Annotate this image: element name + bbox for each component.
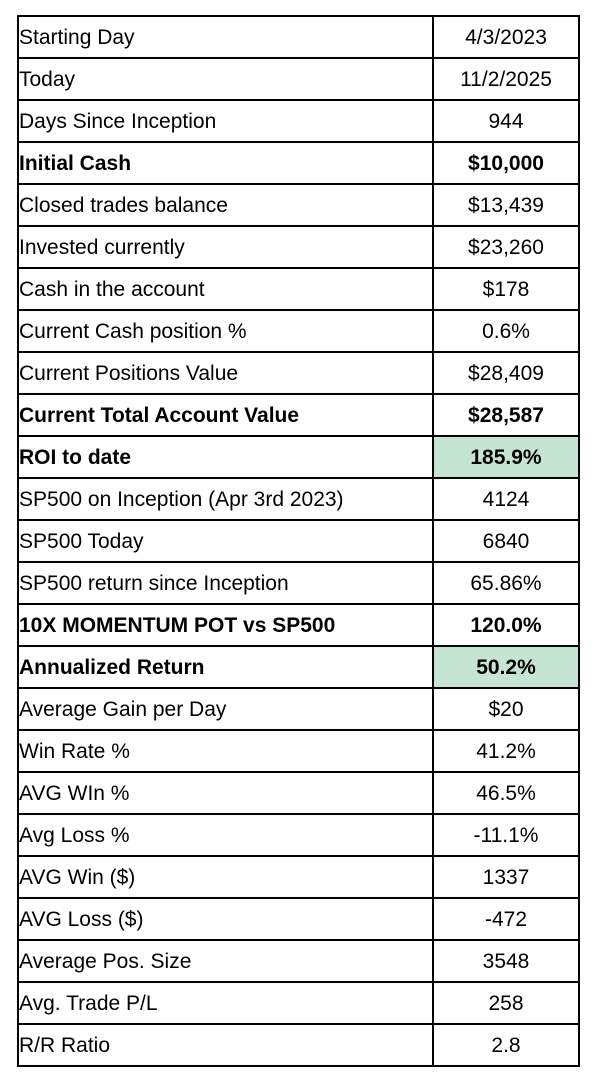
metric-label-cell[interactable]: Current Total Account Value — [17, 393, 434, 437]
metric-value-cell[interactable]: 258 — [432, 981, 580, 1025]
metric-label-cell[interactable]: Current Positions Value — [17, 351, 434, 395]
metric-label-cell[interactable]: AVG Win ($) — [17, 855, 434, 899]
metric-value-cell[interactable]: $28,587 — [432, 393, 580, 437]
metric-label-cell[interactable]: ROI to date — [17, 435, 434, 479]
metric-value-cell[interactable]: 120.0% — [432, 603, 580, 647]
metric-label-cell[interactable]: Win Rate % — [17, 729, 434, 773]
metric-label-cell[interactable]: SP500 return since Inception — [17, 561, 434, 605]
metric-value-cell[interactable]: $28,409 — [432, 351, 580, 395]
metric-value-cell[interactable]: 944 — [432, 99, 580, 143]
metric-label-cell[interactable]: SP500 Today — [17, 519, 434, 563]
metric-label-cell[interactable]: Closed trades balance — [17, 183, 434, 227]
table-row: AVG Loss ($) -472 — [17, 897, 580, 941]
table-row: Today 11/2/2025 — [17, 57, 580, 101]
table-row: Win Rate % 41.2% — [17, 729, 580, 773]
metric-value-cell[interactable]: 4124 — [432, 477, 580, 521]
table-row: Avg Loss % -11.1% — [17, 813, 580, 857]
table-row: SP500 return since Inception 65.86% — [17, 561, 580, 605]
table-row: 10X MOMENTUM POT vs SP500 120.0% — [17, 603, 580, 647]
metric-label-cell[interactable]: 10X MOMENTUM POT vs SP500 — [17, 603, 434, 647]
metric-value-cell[interactable]: $20 — [432, 687, 580, 731]
metric-label-cell[interactable]: Cash in the account — [17, 267, 434, 311]
table-row: Closed trades balance $13,439 — [17, 183, 580, 227]
table-row: Average Gain per Day $20 — [17, 687, 580, 731]
metric-label-cell[interactable]: Initial Cash — [17, 141, 434, 185]
table-row: AVG WIn % 46.5% — [17, 771, 580, 815]
metric-label-cell[interactable]: Invested currently — [17, 225, 434, 269]
metric-value-cell[interactable]: $10,000 — [432, 141, 580, 185]
metric-value-cell[interactable]: 11/2/2025 — [432, 57, 580, 101]
spreadsheet-region: Starting Day 4/3/2023 Today 11/2/2025 Da… — [17, 15, 580, 1067]
metric-value-cell[interactable]: -472 — [432, 897, 580, 941]
table-row: SP500 Today 6840 — [17, 519, 580, 563]
table-row: Current Cash position % 0.6% — [17, 309, 580, 353]
metric-label-cell[interactable]: SP500 on Inception (Apr 3rd 2023) — [17, 477, 434, 521]
metric-value-cell[interactable]: 0.6% — [432, 309, 580, 353]
metric-value-cell[interactable]: 65.86% — [432, 561, 580, 605]
table-row: SP500 on Inception (Apr 3rd 2023) 4124 — [17, 477, 580, 521]
metric-label-cell[interactable]: Annualized Return — [17, 645, 434, 689]
metric-value-cell[interactable]: 185.9% — [432, 435, 580, 479]
metric-value-cell[interactable]: 50.2% — [432, 645, 580, 689]
metric-value-cell[interactable]: 6840 — [432, 519, 580, 563]
metric-label-cell[interactable]: AVG Loss ($) — [17, 897, 434, 941]
metric-label-cell[interactable]: R/R Ratio — [17, 1023, 434, 1067]
table-row: Annualized Return 50.2% — [17, 645, 580, 689]
table-row: Current Total Account Value $28,587 — [17, 393, 580, 437]
metric-label-cell[interactable]: Average Gain per Day — [17, 687, 434, 731]
metric-label-cell[interactable]: Today — [17, 57, 434, 101]
metric-label-cell[interactable]: Days Since Inception — [17, 99, 434, 143]
metric-label-cell[interactable]: Avg Loss % — [17, 813, 434, 857]
metric-label-cell[interactable]: AVG WIn % — [17, 771, 434, 815]
metric-label-cell[interactable]: Avg. Trade P/L — [17, 981, 434, 1025]
table-row: Starting Day 4/3/2023 — [17, 15, 580, 59]
metric-value-cell[interactable]: 4/3/2023 — [432, 15, 580, 59]
table-row: Avg. Trade P/L 258 — [17, 981, 580, 1025]
table-row: AVG Win ($) 1337 — [17, 855, 580, 899]
metric-value-cell[interactable]: $178 — [432, 267, 580, 311]
table-row: Average Pos. Size 3548 — [17, 939, 580, 983]
table-row: Cash in the account $178 — [17, 267, 580, 311]
metric-value-cell[interactable]: 41.2% — [432, 729, 580, 773]
metric-value-cell[interactable]: $13,439 — [432, 183, 580, 227]
account-stats-table: Starting Day 4/3/2023 Today 11/2/2025 Da… — [17, 15, 580, 1067]
table-row: Current Positions Value $28,409 — [17, 351, 580, 395]
metric-label-cell[interactable]: Average Pos. Size — [17, 939, 434, 983]
table-row: R/R Ratio 2.8 — [17, 1023, 580, 1067]
table-row: Days Since Inception 944 — [17, 99, 580, 143]
table-row: Invested currently $23,260 — [17, 225, 580, 269]
table-row: Initial Cash $10,000 — [17, 141, 580, 185]
metric-value-cell[interactable]: 46.5% — [432, 771, 580, 815]
metric-label-cell[interactable]: Starting Day — [17, 15, 434, 59]
metric-value-cell[interactable]: 1337 — [432, 855, 580, 899]
table-row: ROI to date 185.9% — [17, 435, 580, 479]
metric-value-cell[interactable]: $23,260 — [432, 225, 580, 269]
metric-label-cell[interactable]: Current Cash position % — [17, 309, 434, 353]
metric-value-cell[interactable]: 3548 — [432, 939, 580, 983]
metric-value-cell[interactable]: 2.8 — [432, 1023, 580, 1067]
stats-table-body: Starting Day 4/3/2023 Today 11/2/2025 Da… — [17, 15, 580, 1067]
metric-value-cell[interactable]: -11.1% — [432, 813, 580, 857]
